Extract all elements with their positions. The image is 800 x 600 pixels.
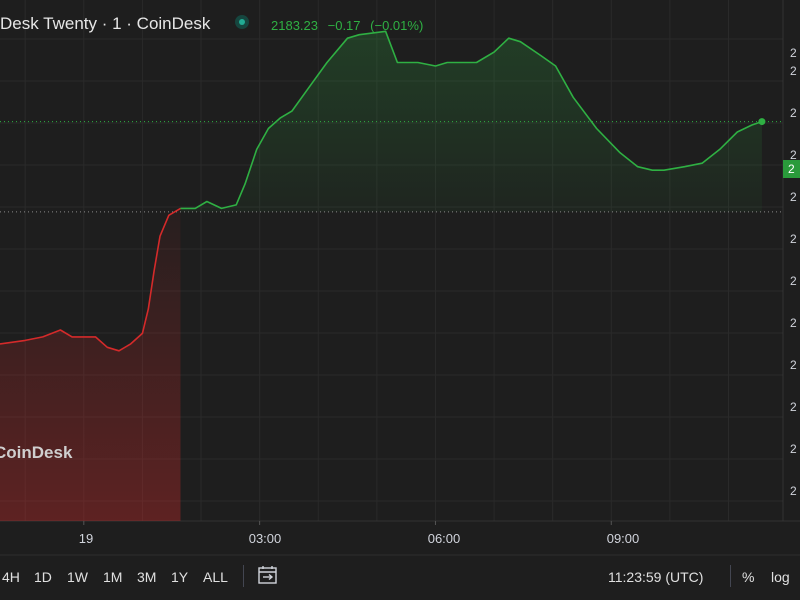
range-button-all[interactable]: ALL: [203, 569, 228, 585]
percent-scale-button[interactable]: %: [742, 569, 755, 585]
range-button-3m[interactable]: 3M: [137, 569, 157, 585]
live-status-icon: [235, 15, 249, 29]
range-button-1y[interactable]: 1Y: [171, 569, 189, 585]
toolbar-divider: [243, 565, 244, 587]
toolbar-divider: [730, 565, 731, 587]
y-tick-label: 2: [790, 148, 797, 162]
down-area-fill: [0, 208, 181, 521]
x-tick-label: 19: [78, 531, 94, 546]
y-tick-label: 2: [790, 232, 797, 246]
y-tick-label: 2: [790, 274, 797, 288]
series-line-down: [0, 207, 181, 352]
price-quote: 2183.23 −0.17 (−0.01%): [271, 18, 429, 33]
y-tick-label: 2: [790, 64, 797, 78]
y-tick-label: 2: [790, 484, 797, 498]
y-tick-label: 2: [790, 46, 797, 60]
y-tick-label: 2: [790, 358, 797, 372]
log-scale-button[interactable]: log: [771, 569, 790, 585]
x-tick-label: 03:00: [248, 531, 282, 546]
x-tick-label: 06:00: [427, 531, 461, 546]
y-tick-label: 2: [790, 316, 797, 330]
range-button-1w[interactable]: 1W: [67, 569, 88, 585]
series-line-up: [180, 30, 763, 210]
last-price-point: [758, 118, 766, 126]
y-tick-label: 2: [790, 106, 797, 120]
x-tick-label: 09:00: [606, 531, 640, 546]
last-price-tag: 2: [783, 160, 800, 178]
up-area-fill: [180, 31, 762, 212]
y-tick-label: 2: [790, 400, 797, 414]
chart-title: Desk Twenty · 1 · CoinDesk: [0, 14, 211, 33]
y-tick-label: 2: [790, 190, 797, 204]
range-button-1m[interactable]: 1M: [103, 569, 123, 585]
price-change: −0.17: [327, 18, 361, 33]
last-price: 2183.23: [271, 18, 318, 33]
y-tick-label: 2: [790, 442, 797, 456]
coindesk-watermark: CoinDesk: [0, 443, 73, 462]
calendar-goto-icon[interactable]: [257, 565, 279, 585]
range-button-1d[interactable]: 1D: [34, 569, 52, 585]
utc-clock: 11:23:59 (UTC): [608, 569, 704, 585]
price-change-pct: (−0.01%): [370, 18, 424, 33]
range-button-4h[interactable]: 4H: [2, 569, 20, 585]
